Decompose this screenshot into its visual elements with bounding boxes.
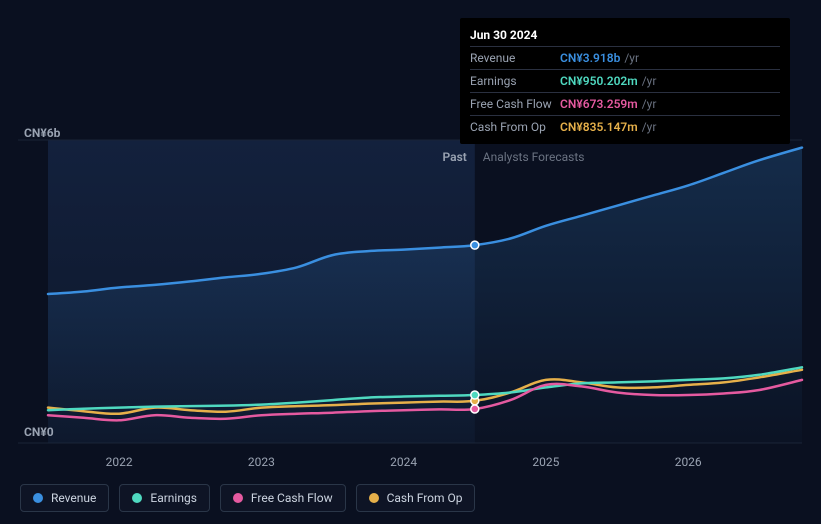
tooltip-row-value: CN¥950.202m <box>560 72 638 90</box>
tooltip-row-label: Revenue <box>470 49 560 67</box>
x-tick-label: 2026 <box>675 455 702 469</box>
tooltip-row-unit: /yr <box>642 95 657 113</box>
tooltip-row: RevenueCN¥3.918b/yr <box>470 47 780 70</box>
tooltip-row-label: Earnings <box>470 72 560 90</box>
tooltip-row-value: CN¥835.147m <box>560 118 638 136</box>
tooltip-row-value: CN¥673.259m <box>560 95 638 113</box>
legend-dot-icon <box>132 493 142 503</box>
legend-dot-icon <box>33 493 43 503</box>
legend-dot-icon <box>233 493 243 503</box>
legend-item-label: Cash From Op <box>387 491 463 505</box>
legend-item[interactable]: Cash From Op <box>356 484 476 512</box>
legend-item-label: Earnings <box>150 491 197 505</box>
tooltip-row-unit: /yr <box>642 72 657 90</box>
x-tick-label: 2023 <box>248 455 275 469</box>
tooltip-row-label: Free Cash Flow <box>470 95 560 113</box>
tooltip-row: Cash From OpCN¥835.147m/yr <box>470 116 780 138</box>
x-tick-label: 2022 <box>106 455 133 469</box>
x-tick-label: 2024 <box>390 455 417 469</box>
legend-item-label: Free Cash Flow <box>251 491 333 505</box>
tooltip-row-unit: /yr <box>624 49 639 67</box>
y-axis-max-label: CN¥6b <box>24 126 60 140</box>
y-axis-min-label: CN¥0 <box>24 425 54 439</box>
past-region-label: Past <box>443 150 467 164</box>
legend-dot-icon <box>369 493 379 503</box>
x-tick-label: 2025 <box>532 455 559 469</box>
tooltip-row: EarningsCN¥950.202m/yr <box>470 70 780 93</box>
tooltip-row: Free Cash FlowCN¥673.259m/yr <box>470 93 780 116</box>
chart-legend: Revenue Earnings Free Cash Flow Cash From O… <box>20 484 475 512</box>
legend-item-label: Revenue <box>51 491 96 505</box>
forecast-region-label: Analysts Forecasts <box>483 150 585 164</box>
tooltip-row-label: Cash From Op <box>470 118 560 136</box>
tooltip-date: Jun 30 2024 <box>470 24 780 47</box>
earnings-forecast-chart: CN¥6b CN¥0 Past Analysts Forecasts 2022 2… <box>0 0 821 524</box>
tooltip-row-value: CN¥3.918b <box>560 49 620 67</box>
tooltip-row-unit: /yr <box>642 118 657 136</box>
legend-item[interactable]: Revenue <box>20 484 109 512</box>
data-tooltip: Jun 30 2024 RevenueCN¥3.918b/yrEarningsC… <box>460 18 790 144</box>
legend-item[interactable]: Free Cash Flow <box>220 484 346 512</box>
legend-item[interactable]: Earnings <box>119 484 210 512</box>
